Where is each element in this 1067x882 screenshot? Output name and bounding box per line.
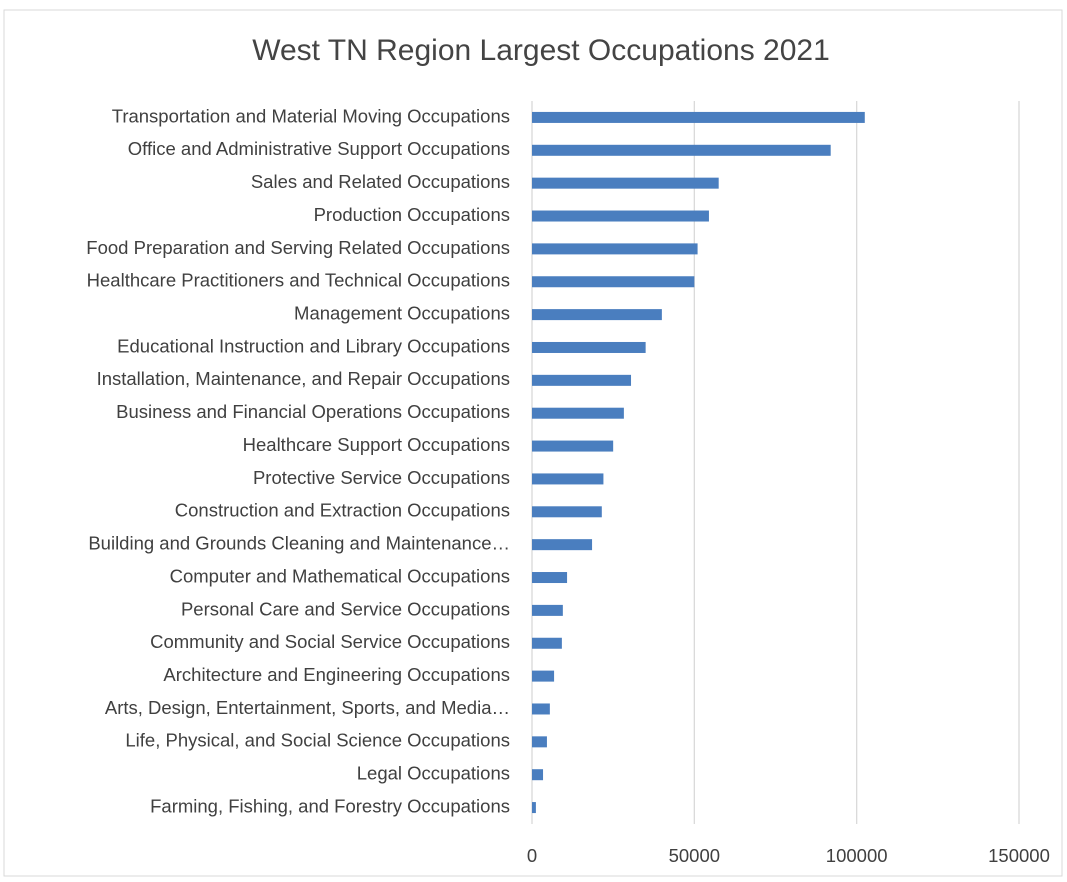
y-tick-label: Computer and Mathematical Occupations xyxy=(170,565,510,586)
y-tick-label: Arts, Design, Entertainment, Sports, and… xyxy=(105,697,510,718)
y-tick-label: Community and Social Service Occupations xyxy=(150,631,510,652)
x-tick-label: 150000 xyxy=(988,845,1050,866)
bar xyxy=(532,210,709,222)
bar xyxy=(532,473,604,485)
y-tick-label: Sales and Related Occupations xyxy=(251,171,510,192)
y-tick-label: Food Preparation and Serving Related Occ… xyxy=(86,237,510,258)
y-tick-label: Production Occupations xyxy=(314,204,510,225)
bar xyxy=(532,572,568,584)
chart-title: West TN Region Largest Occupations 2021 xyxy=(252,34,830,67)
bar xyxy=(532,802,536,814)
y-tick-label: Installation, Maintenance, and Repair Oc… xyxy=(97,368,510,389)
y-tick-label: Business and Financial Operations Occupa… xyxy=(116,401,510,422)
y-tick-label: Legal Occupations xyxy=(357,763,510,784)
y-tick-label: Educational Instruction and Library Occu… xyxy=(117,335,510,356)
y-tick-label: Architecture and Engineering Occupations xyxy=(163,664,510,685)
bar xyxy=(532,276,695,288)
bar xyxy=(532,637,562,649)
bar xyxy=(532,670,555,682)
y-tick-label: Healthcare Practitioners and Technical O… xyxy=(87,270,510,291)
bar xyxy=(532,604,563,616)
y-tick-label: Office and Administrative Support Occupa… xyxy=(128,138,510,159)
bar xyxy=(532,440,614,452)
bar xyxy=(532,506,602,518)
y-tick-label: Protective Service Occupations xyxy=(253,467,510,488)
y-tick-label: Construction and Extraction Occupations xyxy=(175,500,510,521)
bar xyxy=(532,177,719,189)
bar xyxy=(532,341,646,353)
bar xyxy=(532,309,662,321)
bar xyxy=(532,539,593,551)
y-tick-label: Personal Care and Service Occupations xyxy=(181,598,510,619)
y-tick-label: Life, Physical, and Social Science Occup… xyxy=(125,730,510,751)
bar xyxy=(532,769,544,781)
y-tick-label: Farming, Fishing, and Forestry Occupatio… xyxy=(150,795,510,816)
bar xyxy=(532,374,632,386)
y-tick-label: Management Occupations xyxy=(294,303,510,324)
x-tick-label: 0 xyxy=(527,845,537,866)
x-tick-label: 100000 xyxy=(826,845,888,866)
bar xyxy=(532,736,547,748)
y-tick-label: Transportation and Material Moving Occup… xyxy=(112,105,510,126)
bar xyxy=(532,407,624,419)
bar xyxy=(532,144,831,156)
chart-border xyxy=(3,9,1063,877)
bar xyxy=(532,243,698,255)
bar xyxy=(532,111,865,123)
x-tick-label: 50000 xyxy=(669,845,720,866)
y-tick-label: Building and Grounds Cleaning and Mainte… xyxy=(88,533,510,554)
y-tick-label: Healthcare Support Occupations xyxy=(243,434,510,455)
bar xyxy=(532,703,550,715)
